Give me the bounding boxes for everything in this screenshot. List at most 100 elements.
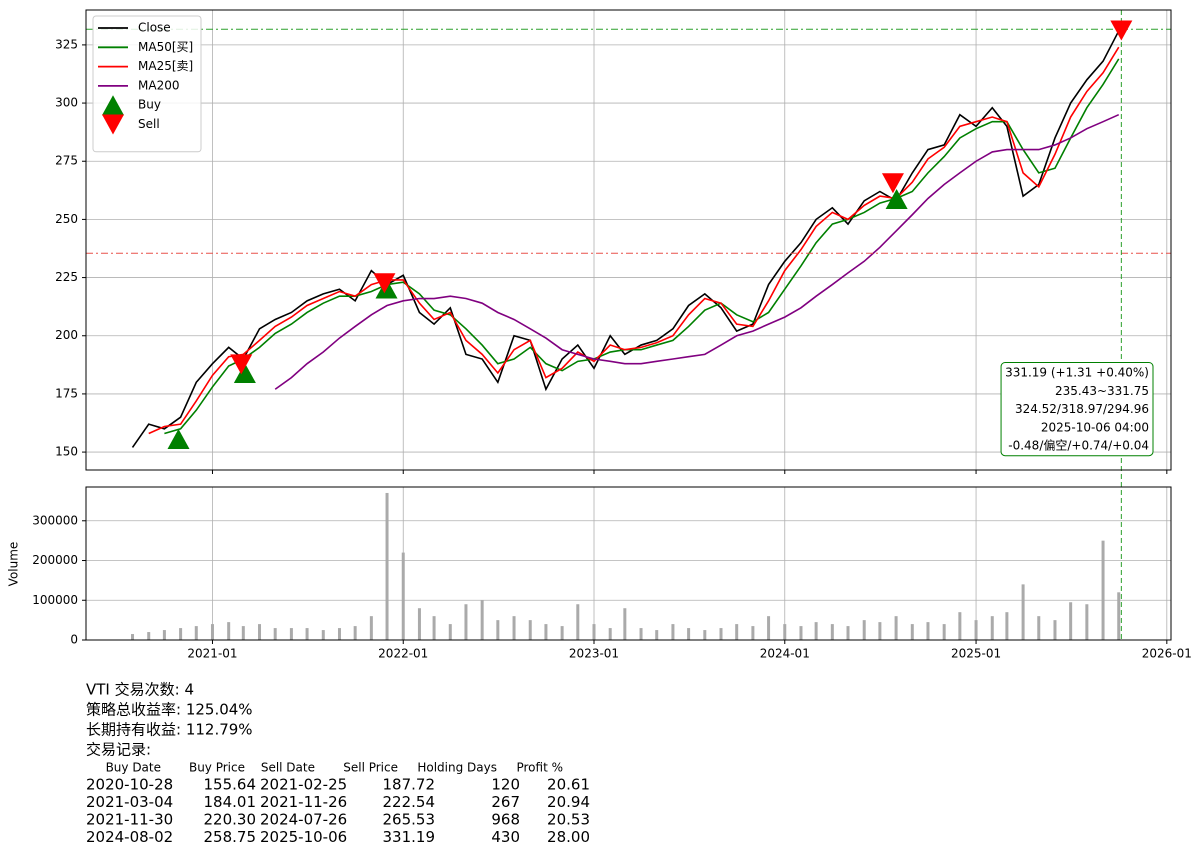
y-axis-label: Volume <box>7 542 21 587</box>
table-header: Profit % <box>516 761 563 775</box>
legend-label: MA200 <box>138 78 179 92</box>
table-cell: 2021-11-30 <box>86 811 173 829</box>
volume-bar <box>385 492 389 640</box>
volume-bar <box>926 622 930 640</box>
series-line <box>131 30 1120 448</box>
volume-bar <box>703 630 707 640</box>
volume-bar <box>210 624 214 640</box>
volume-bar <box>639 628 643 640</box>
x-tick-label: 2023-01 <box>569 647 619 661</box>
volume-bar <box>496 620 500 640</box>
volume-bar <box>544 624 548 640</box>
table-cell: 20.53 <box>547 811 590 829</box>
volume-bar <box>655 630 659 640</box>
table-cell: 2024-07-26 <box>260 811 347 829</box>
table-cell: 2020-10-28 <box>86 776 173 794</box>
y-tick-label: 200000 <box>32 553 78 567</box>
volume-bar <box>671 624 675 640</box>
volume-frame <box>85 486 1172 641</box>
table-cell: 120 <box>491 776 520 794</box>
volume-bar <box>1117 592 1121 640</box>
volume-bar <box>147 632 151 640</box>
volume-bar <box>417 608 421 640</box>
volume-bar <box>464 604 468 640</box>
table-cell: 20.94 <box>547 793 590 811</box>
volume-bar <box>448 624 452 640</box>
volume-bar <box>337 628 341 640</box>
series-line <box>148 46 1120 435</box>
table-cell: 155.64 <box>204 776 257 794</box>
volume-bar <box>1085 604 1089 640</box>
summary-line: 交易记录: <box>86 741 151 759</box>
volume-bar <box>576 604 580 640</box>
table-header: Holding Days <box>417 761 497 775</box>
x-tick-label: 2021-01 <box>187 647 237 661</box>
series-line <box>164 58 1120 435</box>
volume-bar <box>1069 602 1073 640</box>
table-cell: 2024-08-02 <box>86 828 173 846</box>
table-cell: 968 <box>491 811 520 829</box>
y-tick-label: 325 <box>55 37 78 51</box>
trade-marker <box>373 273 396 294</box>
table-cell: 2025-10-06 <box>260 828 347 846</box>
volume-bar <box>369 616 373 640</box>
volume-bar <box>560 626 564 640</box>
legend-label: Close <box>138 21 171 35</box>
grid-layer <box>86 10 1171 641</box>
volume-bar <box>194 626 198 640</box>
volume-bar <box>241 626 245 640</box>
volume-bar <box>480 600 484 640</box>
volume-bar <box>1053 620 1057 640</box>
volume-bar <box>1021 584 1025 640</box>
volume-bar <box>289 628 293 640</box>
y-tick-label: 250 <box>55 212 78 226</box>
volume-bar <box>1101 540 1105 640</box>
y-tick-label: 175 <box>55 386 78 400</box>
x-tick-label: 2026-01 <box>1142 647 1192 661</box>
volume-bar <box>894 616 898 640</box>
volume-bar <box>974 620 978 640</box>
legend-label: Buy <box>138 98 161 112</box>
annotation-text: -0.48/偏空/+0.74/+0.04 <box>1008 438 1149 453</box>
volume-bar <box>814 622 818 640</box>
volume-bar <box>830 624 834 640</box>
table-header: Buy Price <box>189 761 245 775</box>
volume-bar <box>258 624 262 640</box>
volume-bar <box>623 608 627 640</box>
volume-bar <box>608 628 612 640</box>
table-cell: 220.30 <box>204 811 257 829</box>
volume-bar <box>862 620 866 640</box>
trade-marker <box>881 173 904 194</box>
series-line <box>274 113 1120 390</box>
table-cell: 331.19 <box>383 828 436 846</box>
volume-bar <box>273 628 277 640</box>
top-layer: 2021-01 2022-01 2023-01 2024-01 2025-01 2026-… <box>7 15 1192 846</box>
table-cell: 258.75 <box>204 828 257 846</box>
summary-line: 策略总收益率: 125.04% <box>86 701 253 719</box>
volume-bar <box>735 624 739 640</box>
y-tick-label: 200 <box>55 328 78 342</box>
volume-bar <box>990 616 994 640</box>
volume-bar <box>1037 616 1041 640</box>
price-frame <box>85 9 1172 471</box>
y-tick-label: 300000 <box>32 513 78 527</box>
table-cell: 187.72 <box>383 776 436 794</box>
volume-bar <box>162 630 166 640</box>
table-cell: 265.53 <box>383 811 436 829</box>
table-cell: 28.00 <box>547 828 590 846</box>
volume-bar <box>767 616 771 640</box>
volume-bar <box>592 624 596 640</box>
volume-bar <box>131 634 135 640</box>
volume-bar <box>783 624 787 640</box>
table-cell: 2021-03-04 <box>86 793 173 811</box>
y-tick-label: 275 <box>55 154 78 168</box>
table-cell: 2021-02-25 <box>260 776 347 794</box>
volume-bar <box>432 616 436 640</box>
table-cell: 267 <box>491 793 520 811</box>
trade-marker <box>1110 20 1133 41</box>
volume-bar <box>799 626 803 640</box>
summary-line: VTI 交易次数: 4 <box>86 681 194 699</box>
table-header: Sell Date <box>261 761 315 775</box>
